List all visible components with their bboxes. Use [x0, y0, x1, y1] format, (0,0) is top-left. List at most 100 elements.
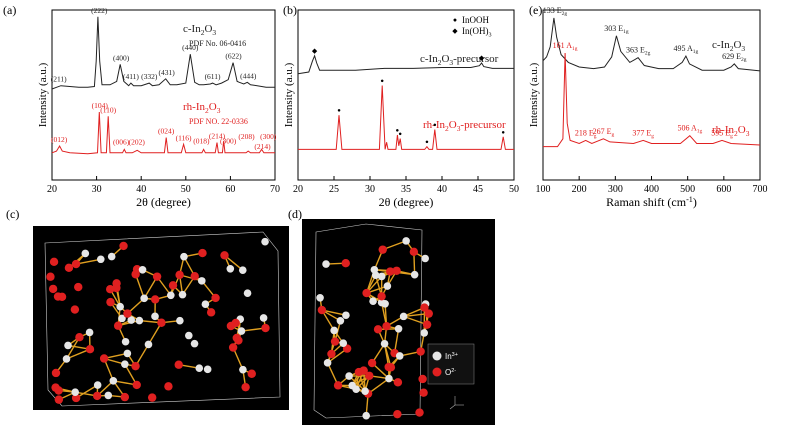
x-tick-label: 35 — [401, 184, 411, 195]
oxygen-atom — [419, 388, 427, 396]
indium-atom — [395, 325, 403, 333]
indium-atom — [145, 341, 153, 349]
x-axis-label: Raman shift (cm-1) — [606, 195, 697, 209]
panel-c-label: (c) — [6, 207, 19, 221]
phase-marker: ● — [501, 130, 505, 136]
peak-label: (400) — [113, 53, 130, 62]
indium-atom — [330, 327, 338, 335]
indium-atom — [122, 338, 130, 346]
indium-atom — [261, 238, 269, 246]
indium-atom — [411, 271, 419, 279]
panel-label: (e) — [529, 3, 542, 17]
x-tick-label: 45 — [473, 184, 483, 195]
indium-atom — [227, 265, 235, 273]
panel-label: (a) — [3, 3, 16, 17]
series-line-bottom — [298, 86, 514, 150]
oxygen-atom — [318, 306, 326, 314]
indium-atom — [381, 300, 389, 308]
peak-label: (431) — [158, 68, 175, 77]
peak-label: (611) — [205, 72, 221, 81]
oxygen-atom — [75, 333, 83, 341]
oxygen-atom — [368, 359, 376, 367]
peak-label: (411) — [123, 72, 139, 81]
oxygen-atom — [119, 242, 127, 250]
phase-marker: ◆ — [479, 54, 485, 62]
indium-atom — [345, 372, 353, 380]
x-tick-label: 50 — [181, 184, 191, 195]
oxygen-atom — [334, 381, 342, 389]
x-axis-label: 2θ (degree) — [379, 195, 434, 209]
oxygen-atom — [112, 279, 120, 287]
oxygen-atom — [72, 260, 80, 268]
oxygen-atom — [123, 309, 131, 317]
oxygen-atom — [106, 285, 114, 293]
oxygen-atom — [377, 292, 385, 300]
peak-label: 595 Eg — [711, 128, 733, 139]
indium-atom — [371, 266, 379, 274]
peak-label: (214) — [254, 142, 271, 151]
indium-atom — [63, 355, 71, 363]
oxygen-atom — [114, 322, 122, 330]
x-tick-label: 70 — [270, 184, 280, 195]
oxygen-atom — [46, 273, 54, 281]
peak-label: 363 E2g — [626, 46, 651, 57]
phase-marker: ● — [380, 79, 384, 85]
oxygen-atom — [148, 393, 156, 401]
x-tick-label: 600 — [716, 184, 731, 195]
phase-marker: ◆ — [312, 47, 318, 55]
peak-label: (208) — [238, 132, 255, 141]
oxygen-atom — [211, 294, 219, 302]
x-tick-label: 500 — [680, 184, 695, 195]
indium-atom — [121, 360, 129, 368]
oxygen-atom — [234, 336, 242, 344]
oxygen-atom — [153, 272, 161, 280]
oxygen-atom — [131, 362, 139, 370]
oxygen-atom — [191, 272, 199, 280]
peak-label: 161 A1g — [553, 41, 578, 52]
oxygen-atom — [55, 395, 63, 403]
peak-label: 303 E1g — [604, 24, 629, 35]
indium-atom — [322, 260, 330, 268]
indium-atom — [136, 317, 144, 325]
oxygen-atom — [248, 370, 256, 378]
indium-atom — [244, 289, 252, 297]
peak-label: 495 A1g — [673, 44, 698, 55]
oxygen-atom — [207, 308, 215, 316]
oxygen-atom — [175, 361, 183, 369]
indium-atom — [369, 297, 377, 305]
indium-atom — [180, 253, 188, 261]
oxygen-atom — [164, 382, 172, 390]
peak-label: 377 Eg — [632, 128, 654, 139]
indium-atom — [384, 282, 392, 290]
series-label: c-In2O3 — [712, 39, 745, 53]
indium-atom — [337, 317, 345, 325]
oxygen-atom — [379, 245, 387, 253]
indium-atom — [378, 273, 386, 281]
peak-label: 629 E2g — [722, 52, 747, 63]
phase-marker: ● — [425, 140, 429, 146]
oxygen-atom — [386, 267, 394, 275]
legend-label: In(OH)3 — [462, 26, 492, 38]
x-tick-label: 50 — [509, 184, 519, 195]
indium-atom — [362, 412, 370, 420]
indium-atom — [400, 313, 408, 321]
oxygen-atom — [365, 372, 373, 380]
oxygen-atom — [229, 343, 237, 351]
y-axis-label: Intensity (a.u.) — [528, 62, 540, 127]
oxygen-atom — [49, 285, 57, 293]
oxygen-atom — [131, 270, 139, 278]
indium-atom — [402, 237, 410, 245]
oxygen-atom — [58, 293, 66, 301]
phase-marker: ● — [398, 132, 402, 138]
indium-atom — [420, 329, 428, 337]
oxygen-atom — [382, 322, 390, 330]
oxygen-atom — [50, 258, 58, 266]
pdf-card-label: PDF NO. 22-0336 — [189, 117, 248, 126]
indium-atom — [140, 295, 148, 303]
panel-label: (b) — [283, 3, 297, 17]
indium-atom — [260, 314, 268, 322]
oxygen-atom — [93, 392, 101, 400]
